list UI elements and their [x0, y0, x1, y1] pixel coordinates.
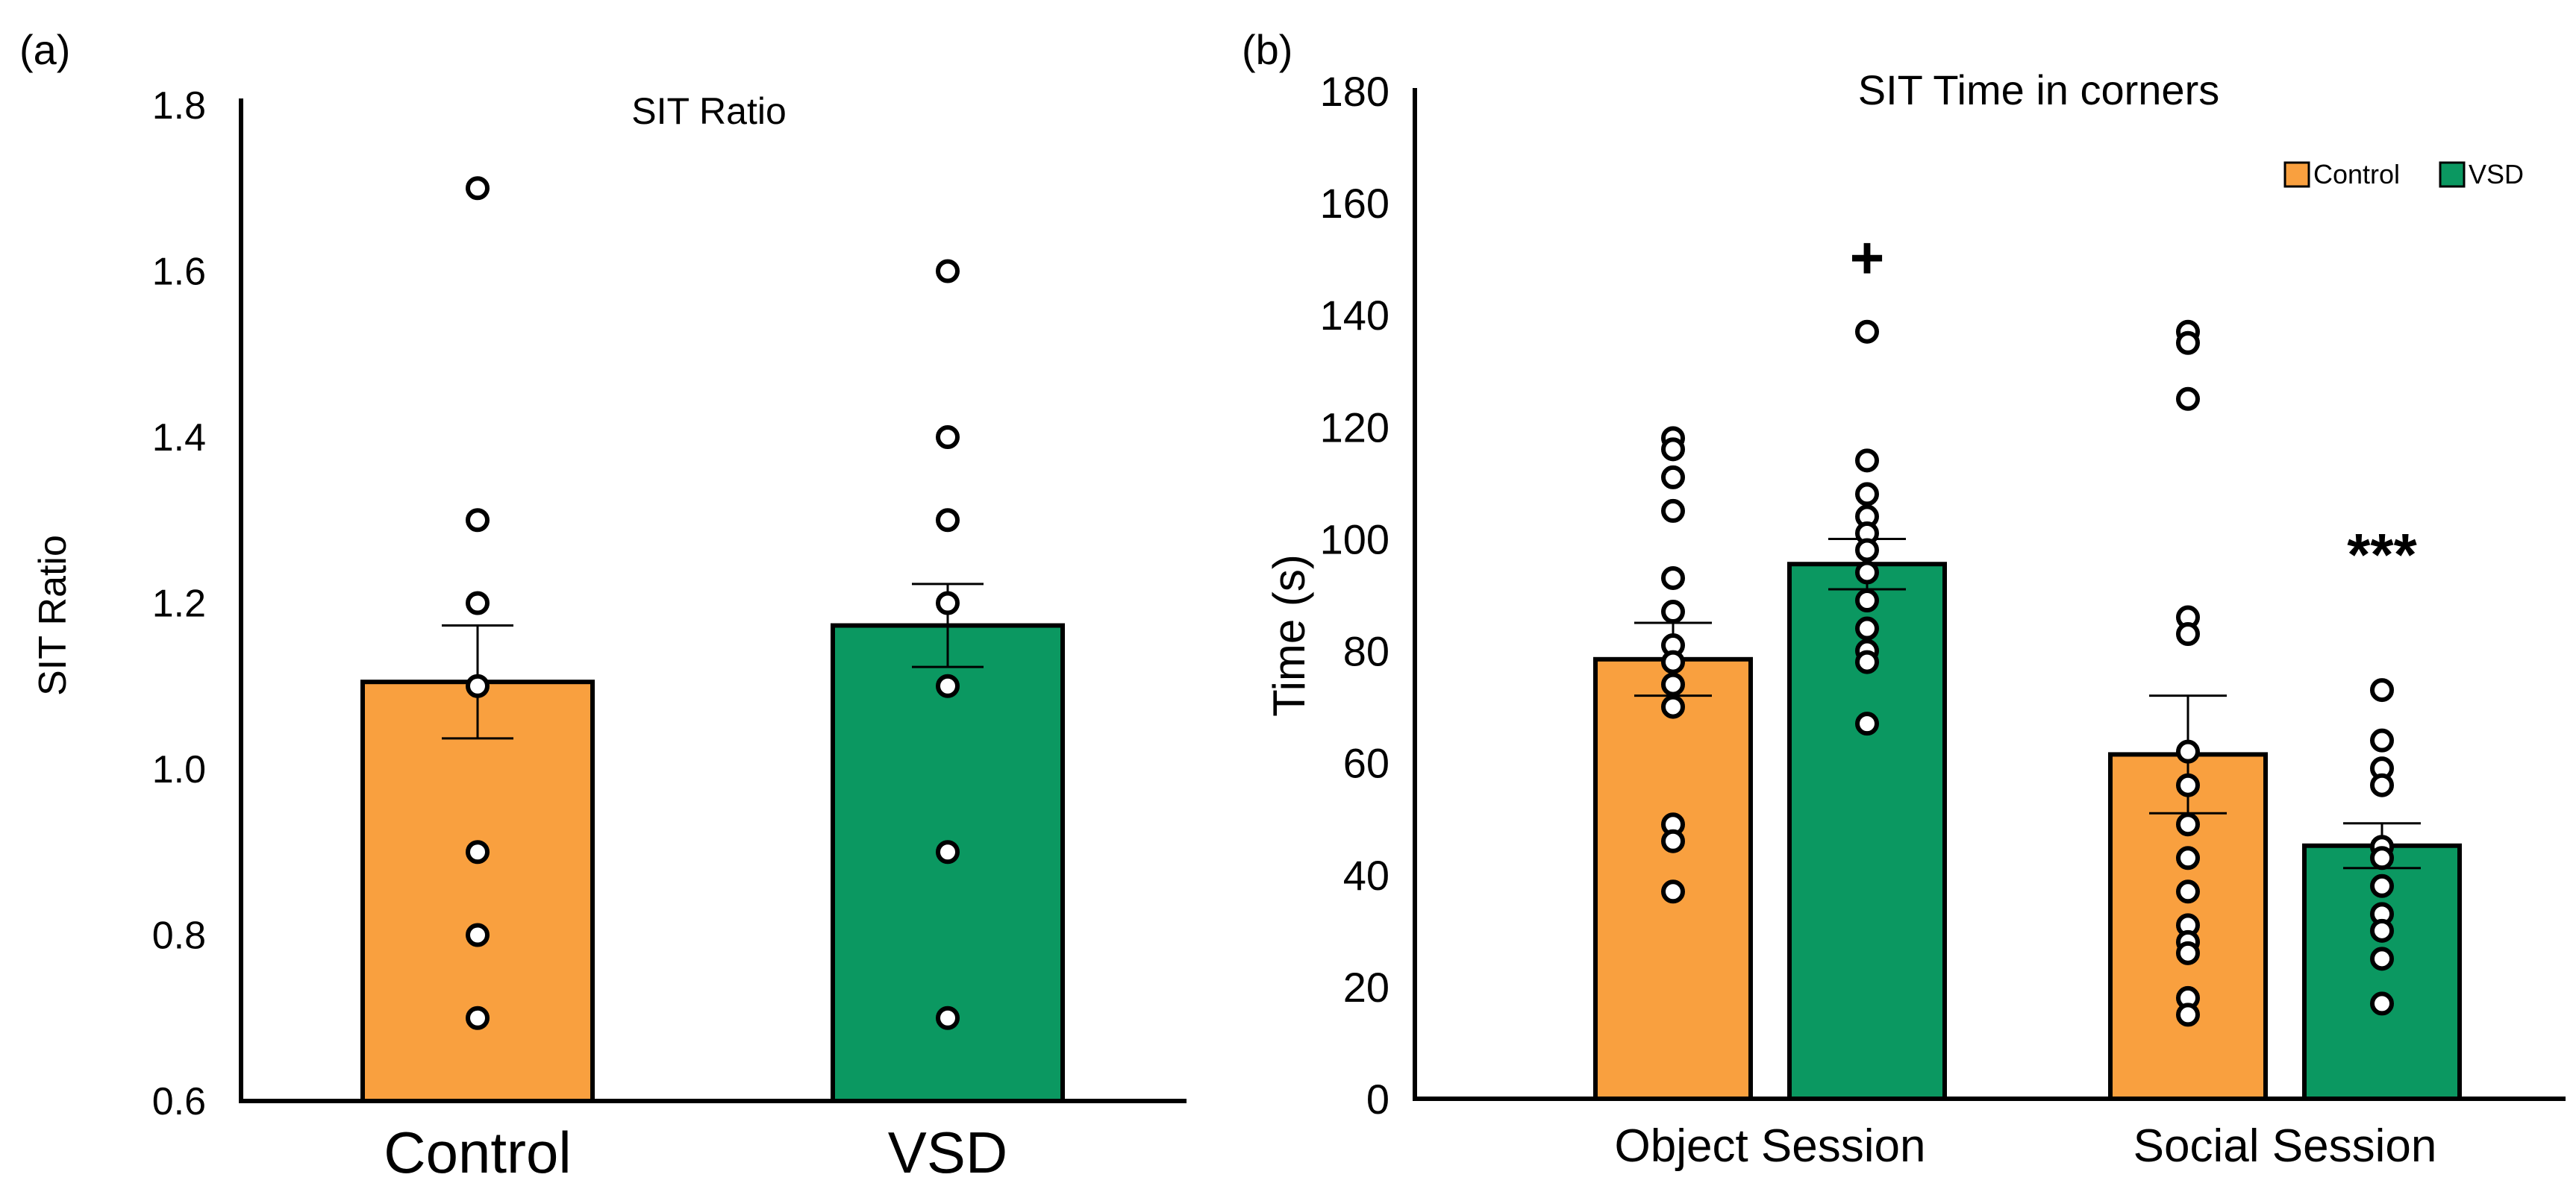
data-point-social-session-vsd [2370, 846, 2394, 871]
data-point-object-session-control [1661, 879, 1685, 904]
data-point-social-session-vsd [2370, 991, 2394, 1016]
data-point-vsd [936, 259, 960, 283]
data-point-vsd [936, 425, 960, 449]
data-point-social-session-vsd [2370, 728, 2394, 753]
x-tick-label-control: Control [384, 1120, 571, 1185]
data-point-object-session-control [1661, 829, 1685, 853]
y-tick-label: 1.0 [152, 748, 206, 791]
y-tick-label: 0.6 [152, 1080, 206, 1123]
data-point-vsd [936, 840, 960, 865]
y-tick-label: 1.8 [152, 84, 206, 128]
data-point-object-session-vsd [1855, 482, 1879, 506]
y-tick-label: 1.2 [152, 583, 206, 626]
data-point-social-session-control [2176, 773, 2200, 797]
data-point-control [466, 674, 490, 698]
y-tick-label: 0 [1366, 1076, 1389, 1123]
data-point-object-session-vsd [1855, 538, 1879, 562]
x-tick-label-social-session: Social Session [2133, 1120, 2437, 1172]
significance-marker: + [1850, 225, 1885, 291]
x-tick-label-vsd: VSD [888, 1120, 1007, 1185]
data-point-object-session-control [1661, 600, 1685, 624]
panel-b-legend: Control VSD [2283, 159, 2524, 189]
data-point-social-session-control [2176, 622, 2200, 647]
legend-swatch-vsd [2439, 161, 2466, 188]
data-point-vsd [936, 1006, 960, 1030]
data-point-social-session-vsd [2370, 678, 2394, 703]
data-point-control [466, 508, 490, 533]
data-point-object-session-vsd [1855, 712, 1879, 736]
data-point-object-session-control [1661, 672, 1685, 697]
data-point-object-session-vsd [1855, 319, 1879, 344]
panel-b: (b) SIT Time in corners Time (s) + *** 0 2… [1242, 26, 2566, 1172]
panel-a-title: SIT Ratio [631, 90, 787, 132]
data-point-object-session-vsd [1855, 560, 1879, 585]
data-point-control [466, 1006, 490, 1030]
data-point-social-session-control [2176, 386, 2200, 411]
significance-marker: *** [2347, 521, 2417, 588]
legend-label-vsd: VSD [2469, 159, 2524, 189]
panel-b-y-axis-label: Time (s) [1264, 554, 1314, 717]
y-tick-label: 160 [1320, 180, 1389, 227]
data-point-object-session-control [1661, 650, 1685, 674]
data-point-social-session-control [2176, 879, 2200, 904]
data-point-vsd [936, 508, 960, 533]
y-tick-label: 120 [1320, 404, 1389, 451]
data-point-vsd [936, 674, 960, 698]
data-point-control [466, 840, 490, 865]
data-point-social-session-control [2176, 846, 2200, 871]
data-point-object-session-vsd [1855, 650, 1879, 674]
x-tick-label-object-session: Object Session [1615, 1120, 1926, 1172]
y-tick-label: 60 [1343, 740, 1389, 787]
data-point-social-session-vsd [2370, 918, 2394, 943]
y-tick-label: 1.4 [152, 416, 206, 459]
y-tick-label: 20 [1343, 964, 1389, 1011]
panel-b-label: (b) [1242, 26, 1292, 73]
bar-control [360, 680, 595, 1103]
data-point-social-session-vsd [2370, 947, 2394, 971]
data-point-object-session-vsd [1855, 616, 1879, 641]
y-tick-label: 140 [1320, 292, 1389, 339]
panel-b-title: SIT Time in corners [1858, 66, 2219, 113]
y-tick-label: 0.8 [152, 915, 206, 958]
data-point-object-session-control [1661, 498, 1685, 523]
y-tick-label: 180 [1320, 68, 1389, 115]
legend-label-control: Control [2313, 159, 2400, 189]
data-point-social-session-control [2176, 330, 2200, 355]
data-point-object-session-control [1661, 465, 1685, 489]
panel-a-y-axis-label: SIT Ratio [31, 535, 75, 696]
data-point-object-session-control [1661, 694, 1685, 719]
data-point-object-session-vsd [1855, 448, 1879, 473]
panel-a: (a) SIT Ratio SIT Ratio 0.6 0.8 1.0 1.2 1.4 1… [19, 26, 1187, 1185]
data-point-control [466, 176, 490, 201]
data-point-object-session-vsd [1855, 589, 1879, 613]
y-tick-label: 80 [1343, 628, 1389, 675]
data-point-control [466, 591, 490, 615]
data-point-social-session-vsd [2370, 773, 2394, 797]
data-point-object-session-control [1661, 437, 1685, 462]
y-tick-label: 100 [1320, 515, 1389, 562]
data-point-social-session-control [2176, 812, 2200, 837]
data-point-social-session-control [2176, 739, 2200, 764]
y-tick-label: 1.6 [152, 251, 206, 294]
data-point-social-session-control [2176, 1003, 2200, 1027]
data-point-social-session-control [2176, 941, 2200, 965]
data-point-object-session-control [1661, 565, 1685, 590]
data-point-control [466, 923, 490, 947]
y-tick-label: 40 [1343, 852, 1389, 899]
bar-object-session-control [1593, 656, 1753, 1101]
panel-a-label: (a) [19, 26, 70, 73]
data-point-social-session-vsd [2370, 873, 2394, 898]
legend-swatch-control [2283, 161, 2310, 188]
data-point-vsd [936, 591, 960, 615]
